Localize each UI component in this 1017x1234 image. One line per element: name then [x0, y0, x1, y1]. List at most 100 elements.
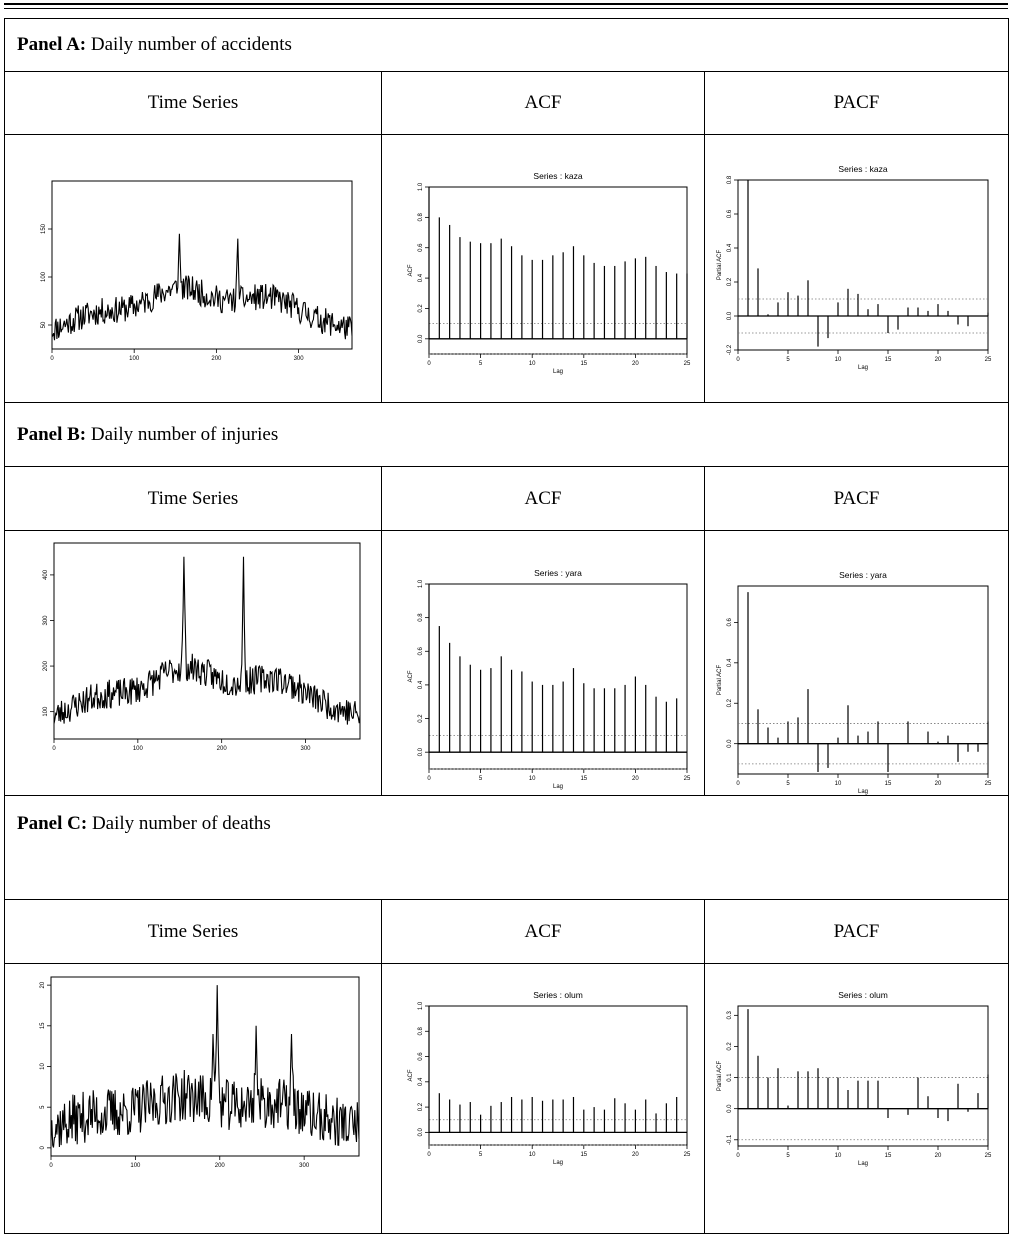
plot-frame [53, 542, 361, 739]
x-tick-label: 5 [786, 1153, 790, 1159]
x-tick-label: 0 [427, 361, 431, 367]
y-tick-label: 0.4 [727, 657, 733, 666]
panel-c-pacf-cell: Series : olum 0 5 10 15 20 25 -0.1 0.0 0.1 0.2 0.3 L… [704, 963, 1009, 1234]
x-tick-label: 5 [786, 357, 790, 363]
panel-b-header-time-series: Time Series [4, 466, 382, 531]
panel-a-title-row: Panel A: Daily number of accidents [4, 18, 1009, 72]
panel-a-prefix: Panel A: [17, 34, 87, 55]
panel-b-header-acf: ACF [381, 466, 705, 531]
top-rule-thick [4, 3, 1008, 5]
y-tick-label: 0.4 [418, 1077, 424, 1086]
panel-b-prefix: Panel B: [17, 423, 87, 445]
x-tick-label: 10 [835, 357, 842, 363]
x-tick-label: 15 [580, 776, 587, 782]
plot-frame [428, 1005, 688, 1146]
y-tick-label: 0.2 [418, 713, 424, 722]
panel-a-acf-chart: Series : kaza 0 5 10 15 20 25 0.0 0.2 0.4 0.6 0.8 1.… [408, 171, 691, 375]
x-tick-label: 5 [479, 361, 483, 367]
x-tick-label: 300 [299, 1163, 310, 1169]
panel-c-header-row: Time Series ACF PACF [4, 899, 1009, 964]
panel-a-header-acf: ACF [381, 71, 705, 135]
y-tick-label: 0.6 [727, 209, 733, 218]
panel-a-header-row: Time Series ACF PACF [4, 71, 1009, 135]
panel-a-time-series-cell: 0 100 200 300 50 100 150 [4, 134, 382, 403]
panel-b-title-text: Daily number of injuries [90, 423, 279, 445]
y-tick-label: 0.0 [727, 738, 733, 747]
x-tick-label: 20 [935, 1153, 942, 1159]
series-line [51, 233, 353, 340]
panel-a-pacf-chart: Series : kaza 0 5 10 15 20 25 -0.2 0.0 0.2 0.4 0.6 0… [717, 164, 992, 371]
x-tick-label: 20 [935, 357, 942, 363]
y-tick-label: 0.2 [727, 1042, 733, 1051]
x-tick-label: 5 [479, 1152, 483, 1158]
panel-c-pacf-chart: Series : olum 0 5 10 15 20 25 -0.1 0.0 0.1 0.2 0.3 L… [717, 990, 992, 1167]
panel-c-header-acf: ACF [381, 899, 705, 964]
y-tick-label: 0.8 [727, 175, 733, 184]
y-tick-label: 100 [43, 705, 49, 716]
x-axis-label: Lag [858, 789, 868, 795]
panel-b-title-row: Panel B: Daily number of injuries [4, 402, 1009, 467]
y-tick-label: 400 [43, 569, 49, 580]
y-axis-label: Partial ACF [717, 664, 723, 695]
y-tick-label: 5 [40, 1105, 46, 1109]
x-tick-label: 15 [580, 361, 587, 367]
y-tick-label: 0.0 [418, 333, 424, 342]
plot-title: Series : yara [839, 570, 887, 580]
y-tick-label: 0.8 [418, 1026, 424, 1035]
plot-frame [737, 179, 989, 350]
x-tick-label: 10 [835, 1153, 842, 1159]
x-tick-label: 0 [427, 1152, 431, 1158]
panel-a-chart-row: 0 100 200 300 50 100 150 Series : kaza 0 5 10 15 20… [4, 134, 1009, 403]
x-tick-label: 20 [935, 781, 942, 787]
y-tick-label: 0.0 [727, 1104, 733, 1113]
y-tick-label: 0.2 [727, 698, 733, 707]
x-tick-label: 25 [985, 1153, 992, 1159]
x-tick-label: 10 [529, 1152, 536, 1158]
y-tick-label: 0.4 [418, 273, 424, 282]
panel-c-chart-row: 0 100 200 300 0 5 10 15 20 Series : olum 0 5 10 15 20… [4, 963, 1009, 1234]
x-tick-label: 0 [736, 781, 740, 787]
x-tick-label: 25 [684, 1152, 691, 1158]
y-tick-label: 0.1 [727, 1073, 733, 1082]
x-tick-label: 0 [52, 746, 56, 752]
panel-c-time-series-cell: 0 100 200 300 0 5 10 15 20 [4, 963, 382, 1234]
y-tick-label: 300 [43, 614, 49, 625]
x-tick-label: 15 [885, 1153, 892, 1159]
series-line [53, 556, 361, 725]
y-tick-label: 100 [41, 271, 47, 282]
x-tick-label: 200 [211, 356, 222, 362]
y-tick-label: 0.4 [418, 680, 424, 689]
panel-c-acf-chart: Series : olum 0 5 10 15 20 25 0.0 0.2 0.4 0.6 0.8 1.… [408, 990, 691, 1166]
x-tick-label: 0 [49, 1163, 53, 1169]
panel-b-time-series-chart: 0 100 200 300 100 200 300 400 [43, 542, 361, 752]
top-rule-thin [4, 8, 1008, 9]
x-tick-label: 100 [133, 746, 144, 752]
panel-a-pacf-cell: Series : kaza 0 5 10 15 20 25 -0.2 0.0 0.2 0.4 0.6 0… [704, 134, 1009, 403]
panel-b-title: Panel B: Daily number of injuries [4, 402, 1009, 467]
x-axis-label: Lag [858, 365, 868, 371]
x-tick-label: 15 [885, 781, 892, 787]
x-axis-label: Lag [553, 369, 563, 375]
x-axis-label: Lag [553, 784, 563, 790]
x-tick-label: 5 [479, 776, 483, 782]
panel-c-title: Panel C: Daily number of deaths [4, 795, 1009, 900]
x-tick-label: 15 [580, 1152, 587, 1158]
x-tick-label: 100 [130, 1163, 141, 1169]
plot-title: Series : yara [534, 568, 582, 578]
x-axis-label: Lag [858, 1161, 868, 1167]
plot-frame [737, 585, 989, 774]
plot-title: Series : olum [838, 990, 888, 1000]
y-tick-label: 0.0 [727, 311, 733, 320]
panel-c-title-text: Daily number of deaths [91, 813, 271, 834]
x-tick-label: 20 [632, 1152, 639, 1158]
x-tick-label: 25 [985, 781, 992, 787]
panel-c-time-series-chart: 0 100 200 300 0 5 10 15 20 [40, 976, 360, 1169]
x-tick-label: 15 [885, 357, 892, 363]
panel-c-header-pacf: PACF [704, 899, 1009, 964]
x-tick-label: 10 [529, 776, 536, 782]
y-tick-label: 0.6 [418, 646, 424, 655]
y-tick-label: 0.4 [727, 243, 733, 252]
y-tick-label: 0.6 [418, 242, 424, 251]
panel-c-header-time-series: Time Series [4, 899, 382, 964]
panel-a-header-time-series: Time Series [4, 71, 382, 135]
